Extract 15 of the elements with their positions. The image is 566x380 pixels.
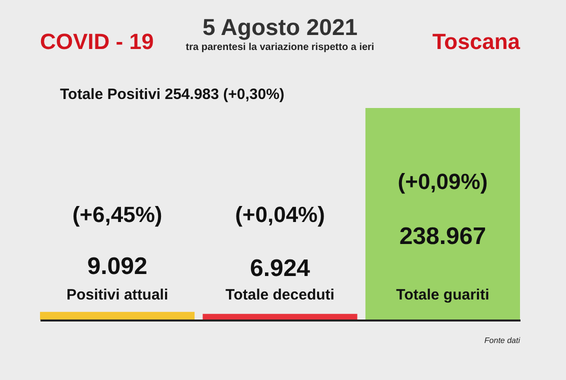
chart-title: 5 Agosto 2021 (202, 14, 358, 40)
data-label: 6.924 (250, 254, 311, 282)
x-tick-label: Totale deceduti (226, 286, 334, 304)
annotation: (+6,45%) (72, 202, 162, 227)
text: Toscana (432, 29, 521, 54)
text: COVID - 19 (40, 29, 154, 54)
x-tick-label: Positivi attuali (66, 286, 168, 304)
text: Totale Positivi 254.983 (+0,30%) (60, 86, 284, 103)
data-label: 238.967 (399, 223, 486, 250)
source-note: Fonte dati (484, 336, 520, 345)
chart-subtitle: tra parentesi la variazione rispetto a ieri (186, 42, 374, 53)
data-label: 9.092 (87, 252, 148, 280)
annotation: (+0,09%) (398, 169, 488, 194)
annotation: (+0,04%) (235, 202, 325, 227)
x-tick-label: Totale guariti (396, 286, 490, 304)
